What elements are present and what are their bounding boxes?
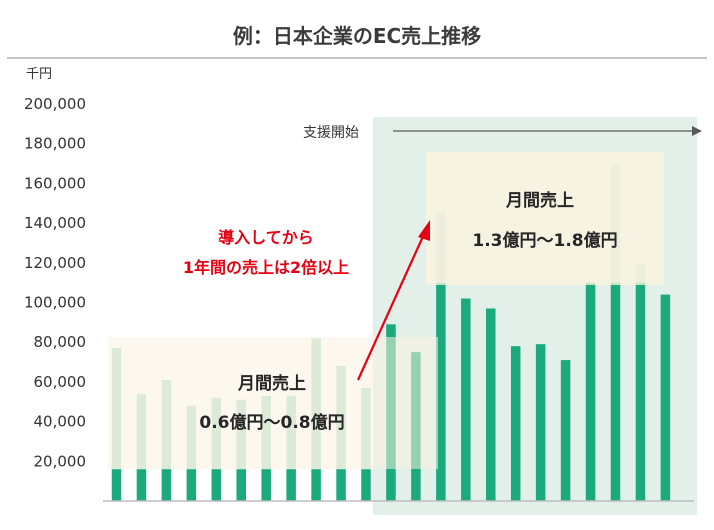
before-support-box xyxy=(108,337,438,469)
y-tick-label: 80,000 xyxy=(34,333,87,351)
bar xyxy=(311,469,321,501)
bar xyxy=(510,346,521,501)
after-box-line1: 月間売上 xyxy=(505,190,574,211)
bar xyxy=(610,282,621,501)
growth-arrow xyxy=(356,231,427,381)
bar xyxy=(635,282,646,501)
bar xyxy=(161,469,172,501)
y-tick-label: 180,000 xyxy=(24,135,86,153)
bar xyxy=(486,308,496,501)
bar xyxy=(436,282,446,501)
y-tick-label: 100,000 xyxy=(24,294,86,312)
bar xyxy=(560,360,571,501)
bar xyxy=(535,344,546,501)
callout-line1: 導入してから xyxy=(218,228,314,247)
bar xyxy=(136,469,147,501)
bar xyxy=(261,469,271,501)
bar xyxy=(286,469,296,501)
y-tick-label: 200,000 xyxy=(24,95,86,113)
after-support-box xyxy=(426,152,664,285)
after-box-line2: 1.3億円〜1.8億円 xyxy=(472,230,617,251)
before-box-line2: 0.6億円〜0.8億円 xyxy=(199,412,344,433)
support-start-arrowhead xyxy=(692,126,702,136)
y-tick-label: 140,000 xyxy=(24,214,86,232)
support-start-label: 支援開始 xyxy=(303,125,359,141)
bar xyxy=(236,469,246,501)
before-box-line1: 月間売上 xyxy=(237,373,306,394)
y-tick-label: 120,000 xyxy=(24,254,86,272)
y-tick-label: 40,000 xyxy=(34,413,87,431)
bar xyxy=(336,469,346,501)
bar xyxy=(461,298,471,501)
growth-arrowhead xyxy=(418,220,430,241)
bar xyxy=(585,282,596,501)
bar xyxy=(186,469,197,501)
callout-line2: 1年間の売上は2倍以上 xyxy=(183,258,349,277)
y-tick-label: 160,000 xyxy=(24,174,86,192)
chart-title: 例：日本企業のEC売上推移 xyxy=(233,24,481,48)
bar xyxy=(361,469,371,501)
bar xyxy=(211,469,222,501)
y-tick-label: 20,000 xyxy=(34,452,87,470)
bar xyxy=(660,294,671,501)
y-tick-label: 60,000 xyxy=(34,373,87,391)
y-unit-label: 千円 xyxy=(26,67,52,82)
bar xyxy=(111,469,122,501)
